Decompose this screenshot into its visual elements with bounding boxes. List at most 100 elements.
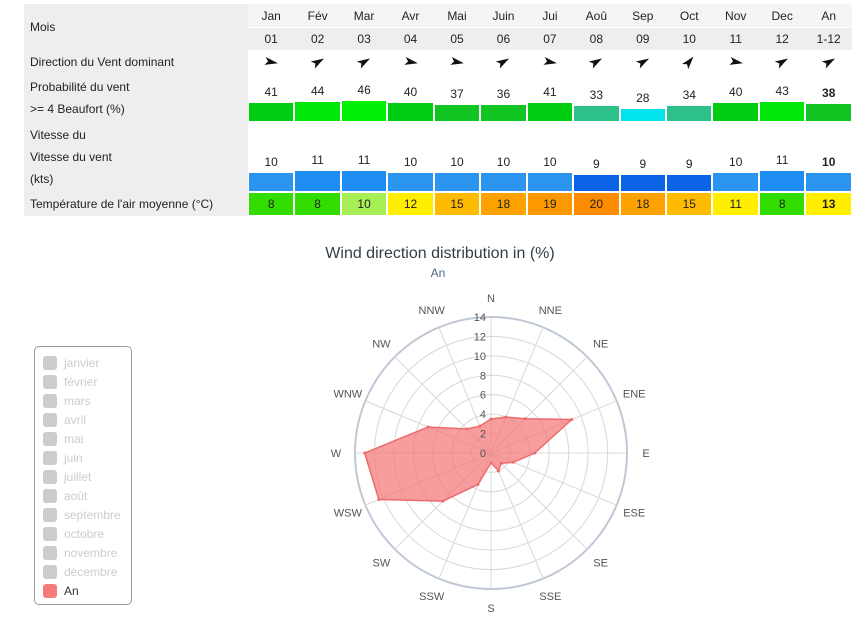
probability-bar	[574, 106, 619, 121]
speed-cell: 10	[805, 122, 852, 192]
month-name: An	[805, 4, 852, 28]
month-number: 06	[480, 28, 527, 50]
probability-cell: 41	[527, 74, 573, 122]
probability-bar-wrap: 41	[248, 74, 294, 122]
legend-item[interactable]: juillet	[43, 467, 131, 486]
speed-bar-wrap: 9	[620, 122, 666, 192]
direction-arrow-wrap	[434, 50, 480, 74]
temperature-cell: 18	[480, 192, 526, 216]
legend-item[interactable]: août	[43, 486, 131, 505]
probability-bar-wrap: 44	[294, 74, 340, 122]
month-name: Fév	[294, 4, 341, 28]
month-number: 03	[340, 28, 388, 50]
month-header: Jui 07	[526, 4, 574, 50]
direction-arrow-wrap	[573, 50, 619, 74]
legend-item[interactable]: septembre	[43, 505, 131, 524]
speed-label-3: (kts)	[30, 172, 54, 186]
legend-label: novembre	[64, 545, 118, 560]
data-point	[476, 482, 480, 486]
speed-bar	[620, 175, 666, 191]
speed-label-1: Vitesse du	[30, 128, 86, 142]
direction-arrow-wrap	[294, 50, 340, 74]
speed-cell: 9	[620, 122, 666, 192]
month-name: Dec	[758, 4, 806, 28]
legend-item[interactable]: avril	[43, 410, 131, 429]
wind-stats-table: Mois Jan 01 Fév 02 Mar 03 Avr 04 Mai 05 Juin 06 Jui 0…	[24, 4, 852, 216]
direction-cell	[573, 50, 619, 74]
probability-cell: 46	[341, 74, 387, 122]
probability-bar	[620, 109, 666, 121]
legend-item[interactable]: février	[43, 372, 131, 391]
probability-value: 37	[450, 87, 464, 101]
speed-cell: 10	[248, 122, 294, 192]
direction-arrow-wrap	[248, 50, 294, 74]
direction-label: WSW	[334, 507, 363, 519]
month-name: Juin	[480, 4, 527, 28]
temperature-cell: 10	[341, 192, 387, 216]
month-header: Sep 09	[619, 4, 667, 50]
legend-swatch	[43, 564, 57, 579]
legend-label: août	[64, 488, 88, 503]
temperature-cell: 13	[805, 192, 852, 216]
temperature-value: 8	[295, 193, 340, 215]
month-name: Nov	[712, 4, 759, 28]
direction-label: S	[487, 603, 494, 615]
wind-arrow-icon	[821, 58, 835, 69]
legend-item[interactable]: décembre	[43, 562, 131, 581]
probability-value: 46	[357, 83, 371, 97]
direction-label: SSE	[539, 591, 561, 603]
legend-item[interactable]: juin	[43, 448, 131, 467]
direction-cell	[527, 50, 573, 74]
direction-label: SW	[373, 558, 391, 570]
probability-bar	[759, 102, 805, 121]
probability-bar	[806, 104, 851, 121]
speed-bar-wrap: 11	[759, 122, 805, 192]
data-point	[377, 497, 381, 501]
speed-bar-wrap: 11	[341, 122, 387, 192]
temperature-value: 12	[388, 193, 433, 215]
month-number: 11	[712, 28, 759, 50]
legend-item[interactable]: janvier	[43, 353, 131, 372]
probability-label-cell: Probabilité du vent >= 4 Beaufort (%)	[24, 74, 248, 122]
direction-cell	[805, 50, 852, 74]
month-header: Oct 10	[666, 4, 713, 50]
direction-label: ESE	[623, 507, 645, 519]
direction-cell	[434, 50, 480, 74]
legend-item[interactable]: An	[43, 581, 131, 600]
legend-item[interactable]: octobre	[43, 524, 131, 543]
probability-bar-wrap: 38	[805, 74, 852, 122]
legend-swatch	[43, 355, 57, 370]
legend-item[interactable]: novembre	[43, 543, 131, 562]
temperature-label: Température de l'air moyenne (°C)	[30, 197, 214, 211]
direction-label: NNE	[539, 305, 562, 317]
legend-item[interactable]: mars	[43, 391, 131, 410]
legend-item[interactable]: mai	[43, 429, 131, 448]
month-number: 08	[573, 28, 620, 50]
probability-label-1: Probabilité du vent	[30, 80, 130, 94]
probability-bar-wrap: 36	[480, 74, 526, 122]
speed-bar	[574, 175, 619, 191]
temperature-value: 19	[527, 193, 573, 215]
probability-value: 40	[729, 85, 743, 99]
speed-value: 10	[264, 155, 278, 169]
direction-arrow-wrap	[387, 50, 433, 74]
direction-label: NNW	[419, 305, 446, 317]
data-point	[570, 418, 574, 422]
temperature-cell: 15	[666, 192, 712, 216]
temperature-cell: 18	[620, 192, 666, 216]
speed-bar	[388, 173, 433, 191]
speed-bar	[806, 173, 851, 191]
month-name: Jan	[247, 4, 295, 28]
temperature-value: 15	[667, 193, 712, 215]
probability-cell: 40	[387, 74, 433, 122]
speed-bar-wrap: 10	[712, 122, 758, 192]
temperature-label-cell: Température de l'air moyenne (°C)	[24, 192, 248, 216]
month-number: 01	[247, 28, 295, 50]
month-number: 12	[758, 28, 806, 50]
radial-tick-label: 12	[474, 331, 486, 343]
temperature-value: 11	[713, 193, 758, 215]
speed-bar	[248, 173, 294, 191]
speed-value: 11	[775, 153, 789, 167]
month-number: 05	[433, 28, 481, 50]
direction-label: SSW	[419, 591, 445, 603]
